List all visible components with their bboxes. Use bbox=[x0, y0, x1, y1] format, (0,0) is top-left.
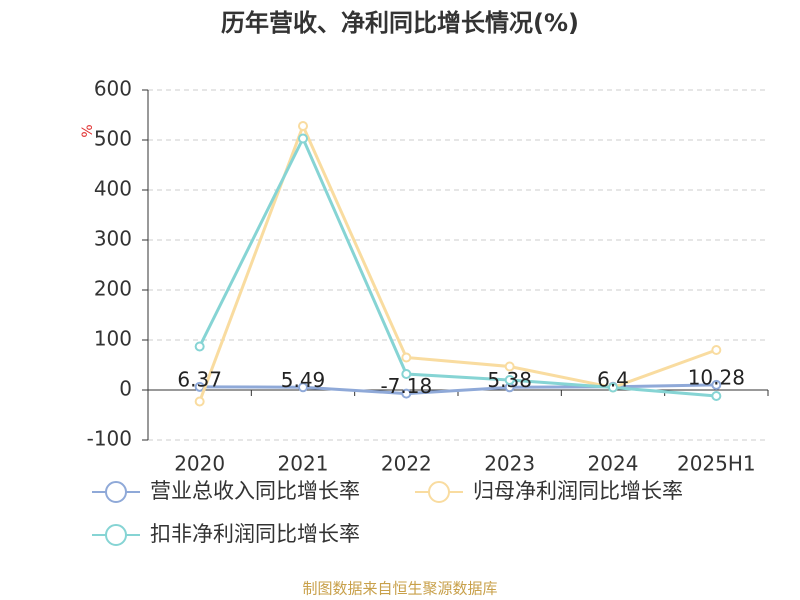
data-label: -7.18 bbox=[380, 374, 432, 398]
x-tick-label: 2020 bbox=[174, 452, 225, 476]
x-tick-label: 2024 bbox=[588, 452, 639, 476]
y-tick-label: -100 bbox=[87, 427, 132, 451]
chart-title: 历年营收、净利同比增长情况(%) bbox=[221, 9, 579, 37]
y-tick-label: 600 bbox=[94, 77, 132, 101]
data-label: 5.38 bbox=[487, 368, 532, 392]
legend-marker bbox=[428, 481, 450, 503]
data-label: 5.49 bbox=[281, 368, 326, 392]
data-point bbox=[711, 391, 722, 401]
series-line bbox=[198, 134, 717, 398]
y-tick-label: 400 bbox=[94, 177, 132, 201]
data-point bbox=[401, 352, 412, 363]
data-label: 10.28 bbox=[688, 365, 745, 389]
x-tick-label: 2023 bbox=[484, 452, 535, 476]
y-tick-label: 200 bbox=[94, 277, 132, 301]
data-point bbox=[608, 382, 618, 393]
data-point bbox=[194, 341, 205, 352]
data-point bbox=[401, 369, 412, 379]
legend-label: 营业总收入同比增长率 bbox=[150, 479, 360, 503]
y-axis-label: % bbox=[80, 124, 96, 137]
y-tick-label: 300 bbox=[94, 227, 132, 251]
data-label: 6.4 bbox=[597, 367, 629, 391]
data-point bbox=[401, 388, 412, 399]
data-point bbox=[504, 375, 515, 385]
source-note: 制图数据来自恒生聚源数据库 bbox=[302, 580, 497, 598]
legend-label: 归母净利润同比增长率 bbox=[473, 479, 683, 503]
y-tick-label: 500 bbox=[94, 127, 132, 151]
x-tick-label: 2021 bbox=[278, 452, 329, 476]
legend-marker bbox=[105, 481, 127, 503]
data-point bbox=[711, 345, 722, 355]
x-tick-label: 2025H1 bbox=[677, 452, 756, 476]
series-line bbox=[199, 383, 717, 396]
legend-label: 扣非净利润同比增长率 bbox=[150, 522, 360, 546]
y-tick-label: 0 bbox=[119, 377, 132, 401]
legend-marker bbox=[105, 524, 127, 546]
x-tick-label: 2022 bbox=[381, 452, 432, 476]
data-point bbox=[504, 361, 515, 372]
y-tick-label: 100 bbox=[94, 327, 132, 351]
data-point bbox=[194, 396, 205, 407]
data-point bbox=[298, 133, 308, 144]
data-point bbox=[298, 121, 308, 131]
data-label: 6.37 bbox=[177, 367, 222, 391]
data-point bbox=[711, 379, 722, 390]
data-point bbox=[298, 382, 308, 393]
series-line bbox=[198, 122, 717, 403]
